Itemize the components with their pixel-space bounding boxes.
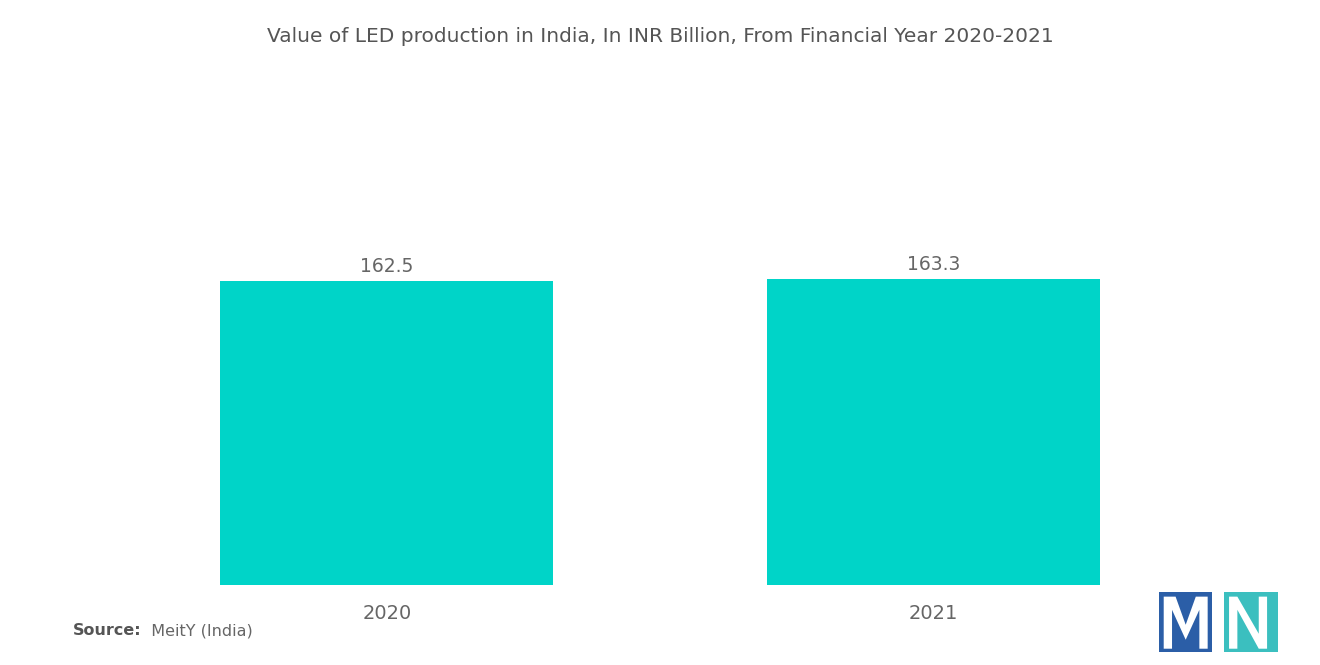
Text: 162.5: 162.5 xyxy=(360,257,413,276)
Polygon shape xyxy=(1164,597,1208,649)
Text: MeitY (India): MeitY (India) xyxy=(141,623,253,638)
Bar xyxy=(1159,592,1213,652)
Bar xyxy=(767,279,1100,585)
Bar xyxy=(1225,592,1278,652)
Bar xyxy=(220,281,553,585)
Text: 163.3: 163.3 xyxy=(907,255,960,275)
Text: Value of LED production in India, In INR Billion, From Financial Year 2020-2021: Value of LED production in India, In INR… xyxy=(267,27,1053,46)
Text: Source:: Source: xyxy=(73,623,141,638)
Polygon shape xyxy=(1229,597,1267,649)
